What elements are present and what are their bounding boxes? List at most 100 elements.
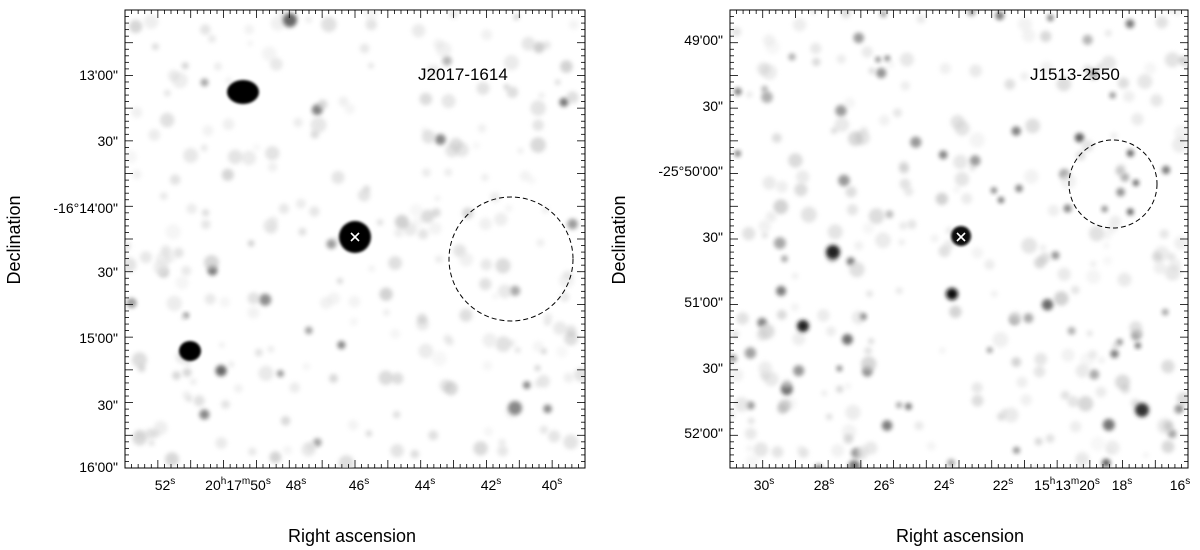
left-faint-source xyxy=(508,401,522,415)
right-sky-image xyxy=(730,10,1188,468)
noise-blob xyxy=(204,255,219,271)
noise-blob xyxy=(442,56,452,66)
noise-blob xyxy=(986,347,993,354)
noise-blob xyxy=(864,346,873,355)
left-ra-tick-labels: 52s 20h17m50s 48s 46s 44s 42s 40s xyxy=(155,476,563,493)
noise-blob xyxy=(1017,17,1032,32)
noise-blob xyxy=(792,18,807,32)
noise-blob xyxy=(1012,446,1021,454)
noise-blob xyxy=(173,247,184,258)
noise-blob xyxy=(503,83,510,90)
noise-blob xyxy=(899,163,910,174)
noise-blob xyxy=(775,180,788,193)
noise-blob xyxy=(534,364,541,372)
noise-blob xyxy=(574,367,585,382)
noise-blob xyxy=(200,78,209,87)
noise-blob xyxy=(473,441,488,456)
noise-blob xyxy=(1103,242,1110,249)
noise-blob xyxy=(1074,133,1085,143)
noise-blob xyxy=(182,368,192,377)
noise-blob xyxy=(151,429,160,439)
noise-blob xyxy=(1015,184,1023,193)
noise-blob xyxy=(1039,252,1051,264)
noise-blob xyxy=(479,217,492,231)
noise-blob xyxy=(1022,28,1036,43)
noise-blob xyxy=(1120,172,1130,182)
noise-blob xyxy=(834,117,850,133)
noise-blob xyxy=(788,153,803,168)
right-ra-tick-labels: 30s 28s 26s 24s 22s 15h13m20s 18s 16s xyxy=(754,476,1191,493)
left-dec-tick-labels: 13'00" 30" -16°14'00" 30" 15'00" 30" 16'… xyxy=(53,67,118,475)
noise-blob xyxy=(992,331,1009,348)
noise-blob xyxy=(446,338,455,346)
noise-blob xyxy=(836,365,843,372)
noise-blob xyxy=(532,340,544,353)
noise-blob xyxy=(984,259,995,270)
noise-blob xyxy=(744,347,757,359)
noise-blob xyxy=(1023,313,1034,324)
noise-blob xyxy=(495,258,511,274)
noise-blob xyxy=(1126,208,1134,216)
noise-blob xyxy=(826,326,836,337)
noise-blob xyxy=(476,81,490,95)
noise-blob xyxy=(1077,396,1094,412)
right-faint-source xyxy=(1135,403,1149,417)
noise-blob xyxy=(1047,204,1060,217)
noise-blob xyxy=(247,240,255,247)
right-dashed-circle xyxy=(1068,139,1158,229)
noise-blob xyxy=(479,278,492,291)
noise-blob xyxy=(1173,10,1183,17)
noise-blob xyxy=(227,149,243,165)
ra-tick-label: 30s xyxy=(754,476,775,493)
noise-blob xyxy=(536,238,545,247)
noise-blob xyxy=(914,421,924,431)
noise-blob xyxy=(961,193,973,205)
noise-blob xyxy=(420,209,435,224)
right-source-label: J1513-2550 xyxy=(1030,65,1120,84)
dec-tick-label: 30" xyxy=(97,133,118,149)
noise-blob xyxy=(218,342,225,348)
noise-blob xyxy=(439,379,453,392)
noise-blob xyxy=(881,420,893,431)
noise-blob xyxy=(885,210,894,219)
noise-blob xyxy=(861,46,873,58)
noise-blob xyxy=(1174,125,1188,141)
noise-blob xyxy=(556,346,568,358)
noise-blob xyxy=(481,173,489,182)
noise-blob xyxy=(853,32,864,44)
ra-tick-label: 24s xyxy=(934,476,955,493)
noise-blob xyxy=(1067,326,1076,335)
dec-tick-label: 52'00" xyxy=(684,425,723,441)
noise-blob xyxy=(181,265,192,276)
noise-blob xyxy=(417,228,429,240)
noise-blob xyxy=(1054,291,1069,306)
noise-blob xyxy=(305,326,313,335)
ra-tick-label: 26s xyxy=(874,476,895,493)
noise-blob xyxy=(831,444,845,458)
noise-blob xyxy=(301,442,316,457)
noise-blob xyxy=(244,24,255,35)
noise-blob xyxy=(990,187,998,194)
noise-blob xyxy=(295,198,306,209)
noise-blob xyxy=(895,401,903,409)
noise-blob xyxy=(418,343,434,359)
noise-blob xyxy=(790,303,800,312)
noise-blob xyxy=(1150,94,1163,107)
noise-blob xyxy=(1082,64,1094,75)
noise-blob xyxy=(1180,56,1188,68)
right-ticks xyxy=(730,10,1188,468)
noise-blob xyxy=(900,81,911,91)
noise-blob xyxy=(186,203,197,215)
noise-blob xyxy=(159,192,168,201)
noise-blob xyxy=(186,395,193,403)
noise-blob xyxy=(268,216,279,226)
noise-blob xyxy=(1109,92,1116,99)
noise-blob xyxy=(734,397,750,412)
noise-blob xyxy=(349,317,358,326)
noise-blob xyxy=(492,293,499,300)
noise-blob xyxy=(483,427,493,437)
noise-blob xyxy=(1025,118,1041,134)
right-x-axis-label: Right ascension xyxy=(896,526,1024,546)
noise-blob xyxy=(892,108,903,118)
